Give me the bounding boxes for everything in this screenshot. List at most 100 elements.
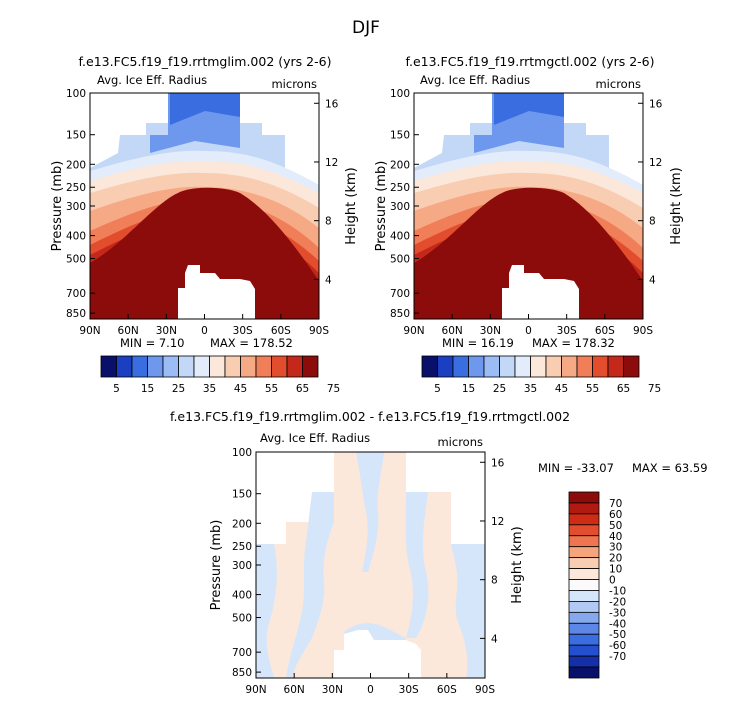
x-tick-label: 0 <box>367 684 374 696</box>
colorbar-tick-label: 55 <box>586 383 599 395</box>
panel-b-max: MAX = 178.32 <box>532 336 615 350</box>
x-tick-label: 30N <box>322 684 343 696</box>
x-tick-label: 30N <box>156 325 177 337</box>
colorbar-tick-label: 20 <box>609 553 622 565</box>
colorbar-tick-label: 35 <box>203 383 216 395</box>
panel-c-units: microns <box>437 435 483 449</box>
y-tick-label: 400 <box>66 231 86 243</box>
panel-c-surface-mask <box>334 630 421 678</box>
panel-a-ylabel: Pressure (mb) <box>50 161 65 252</box>
colorbar-swatch <box>568 655 600 668</box>
height-tick-label: 16 <box>325 98 339 110</box>
x-tick-label: 90N <box>403 325 424 337</box>
panel-b-ylabel: Pressure (mb) <box>374 161 389 252</box>
colorbar-tick-label: 60 <box>609 509 622 521</box>
colorbar-tick-label: 65 <box>296 383 309 395</box>
colorbar-swatch <box>162 355 179 378</box>
panel-c-neg-band-1 <box>256 544 277 678</box>
y-tick-label: 200 <box>232 518 252 530</box>
height-tick-label: 12 <box>649 157 662 169</box>
colorbar-tick-label: 65 <box>617 383 630 395</box>
panel-c-neg-band-6 <box>356 452 384 572</box>
panel-b-min: MIN = 16.19 <box>442 336 514 350</box>
y-tick-label: 150 <box>232 489 252 501</box>
panel-c-field <box>256 452 485 678</box>
x-tick-label: 90N <box>245 684 266 696</box>
colorbar-swatch <box>240 355 257 378</box>
colorbar-tick-label: 5 <box>434 383 441 395</box>
colorbar-swatch <box>568 513 600 526</box>
colorbar-swatch <box>568 644 600 657</box>
colorbar-swatch <box>514 355 531 378</box>
x-tick-label: 90S <box>475 684 495 696</box>
colorbar-tick-label: -30 <box>609 607 626 619</box>
colorbar-tick-label: -70 <box>609 651 626 663</box>
panel-b-axes: 100 150 200 250 300 400 500 700 850 16 12 8 4 90N 60N 3… <box>390 88 663 337</box>
colorbar-tick-label: 35 <box>524 383 537 395</box>
colorbar-swatch <box>568 524 600 537</box>
x-tick-label: 60S <box>437 684 457 696</box>
y-tick-label: 500 <box>66 254 86 266</box>
panel-b-title: f.e13.FC5.f19_f19.rrtmgctl.002 (yrs 2-6) <box>405 54 654 69</box>
panel-b-level-11 <box>414 187 643 319</box>
x-tick-label: 90N <box>79 325 100 337</box>
panel-c-neg-band-4 <box>451 544 485 678</box>
y-tick-label: 850 <box>232 667 252 679</box>
panel-c-ylabel: Pressure (mb) <box>209 520 224 611</box>
colorbar-swatch <box>623 355 640 378</box>
x-tick-label: 30S <box>399 684 419 696</box>
colorbar-tick-label: 45 <box>234 383 247 395</box>
x-tick-label: 60S <box>595 325 615 337</box>
y-tick-label: 300 <box>66 201 86 213</box>
y-tick-label: 400 <box>390 231 410 243</box>
y-tick-label: 200 <box>390 159 410 171</box>
colorbar-tick-label: 25 <box>493 383 506 395</box>
colorbar-swatch <box>568 611 600 624</box>
figure-title: DJF <box>352 18 380 38</box>
x-tick-label: 60N <box>442 325 463 337</box>
colorbar-tick-label: -10 <box>609 585 626 597</box>
colorbar-swatch <box>468 355 485 378</box>
colorbar-swatch <box>568 546 600 559</box>
colorbar-tick-label: -20 <box>609 596 626 608</box>
panel-a-field <box>90 93 319 319</box>
panel-c-neg-band-3 <box>405 492 429 638</box>
panel-b-ylabel-right: Height (km) <box>669 167 684 244</box>
panel-b-colorbar: 5 15 25 35 45 55 65 75 <box>421 355 661 395</box>
y-tick-label: 250 <box>232 541 252 553</box>
y-tick-label: 100 <box>390 88 410 100</box>
panel-a-level-11 <box>90 187 319 319</box>
panel-c-neg-band-2 <box>286 492 334 678</box>
x-tick-label: 0 <box>201 325 208 337</box>
y-tick-label: 250 <box>66 182 86 194</box>
colorbar-swatch <box>224 355 241 378</box>
colorbar-swatch <box>568 601 600 613</box>
colorbar-swatch <box>568 568 600 580</box>
y-tick-label: 250 <box>390 182 410 194</box>
colorbar-tick-label: 70 <box>609 498 622 510</box>
panel-a-surface-mask <box>178 265 255 319</box>
y-tick-label: 300 <box>232 560 252 572</box>
colorbar-tick-label: 15 <box>462 383 475 395</box>
y-tick-label: 850 <box>390 308 410 320</box>
panel-b-contours <box>414 93 643 319</box>
panel-a-variable: Avg. Ice Eff. Radius <box>97 73 207 87</box>
y-tick-label: 500 <box>390 254 410 266</box>
panel-b-surface-mask <box>502 265 579 319</box>
panel-c-ylabel-right: Height (km) <box>510 526 525 603</box>
colorbar-swatch <box>452 355 469 378</box>
y-tick-label: 850 <box>66 308 86 320</box>
panel-b-units: microns <box>595 77 641 91</box>
colorbar-tick-label: 30 <box>609 542 622 554</box>
height-tick-label: 12 <box>325 157 338 169</box>
y-tick-label: 300 <box>390 201 410 213</box>
height-tick-label: 16 <box>491 457 505 469</box>
colorbar-swatch <box>568 557 600 569</box>
colorbar-swatch <box>421 355 438 378</box>
colorbar-tick-label: -40 <box>609 618 626 630</box>
x-tick-label: 90S <box>633 325 653 337</box>
panel-c: f.e13.FC5.f19_f19.rrtmglim.002 - f.e13.F… <box>170 409 708 696</box>
colorbar-tick-label: -50 <box>609 629 626 641</box>
colorbar-swatch <box>178 355 195 378</box>
